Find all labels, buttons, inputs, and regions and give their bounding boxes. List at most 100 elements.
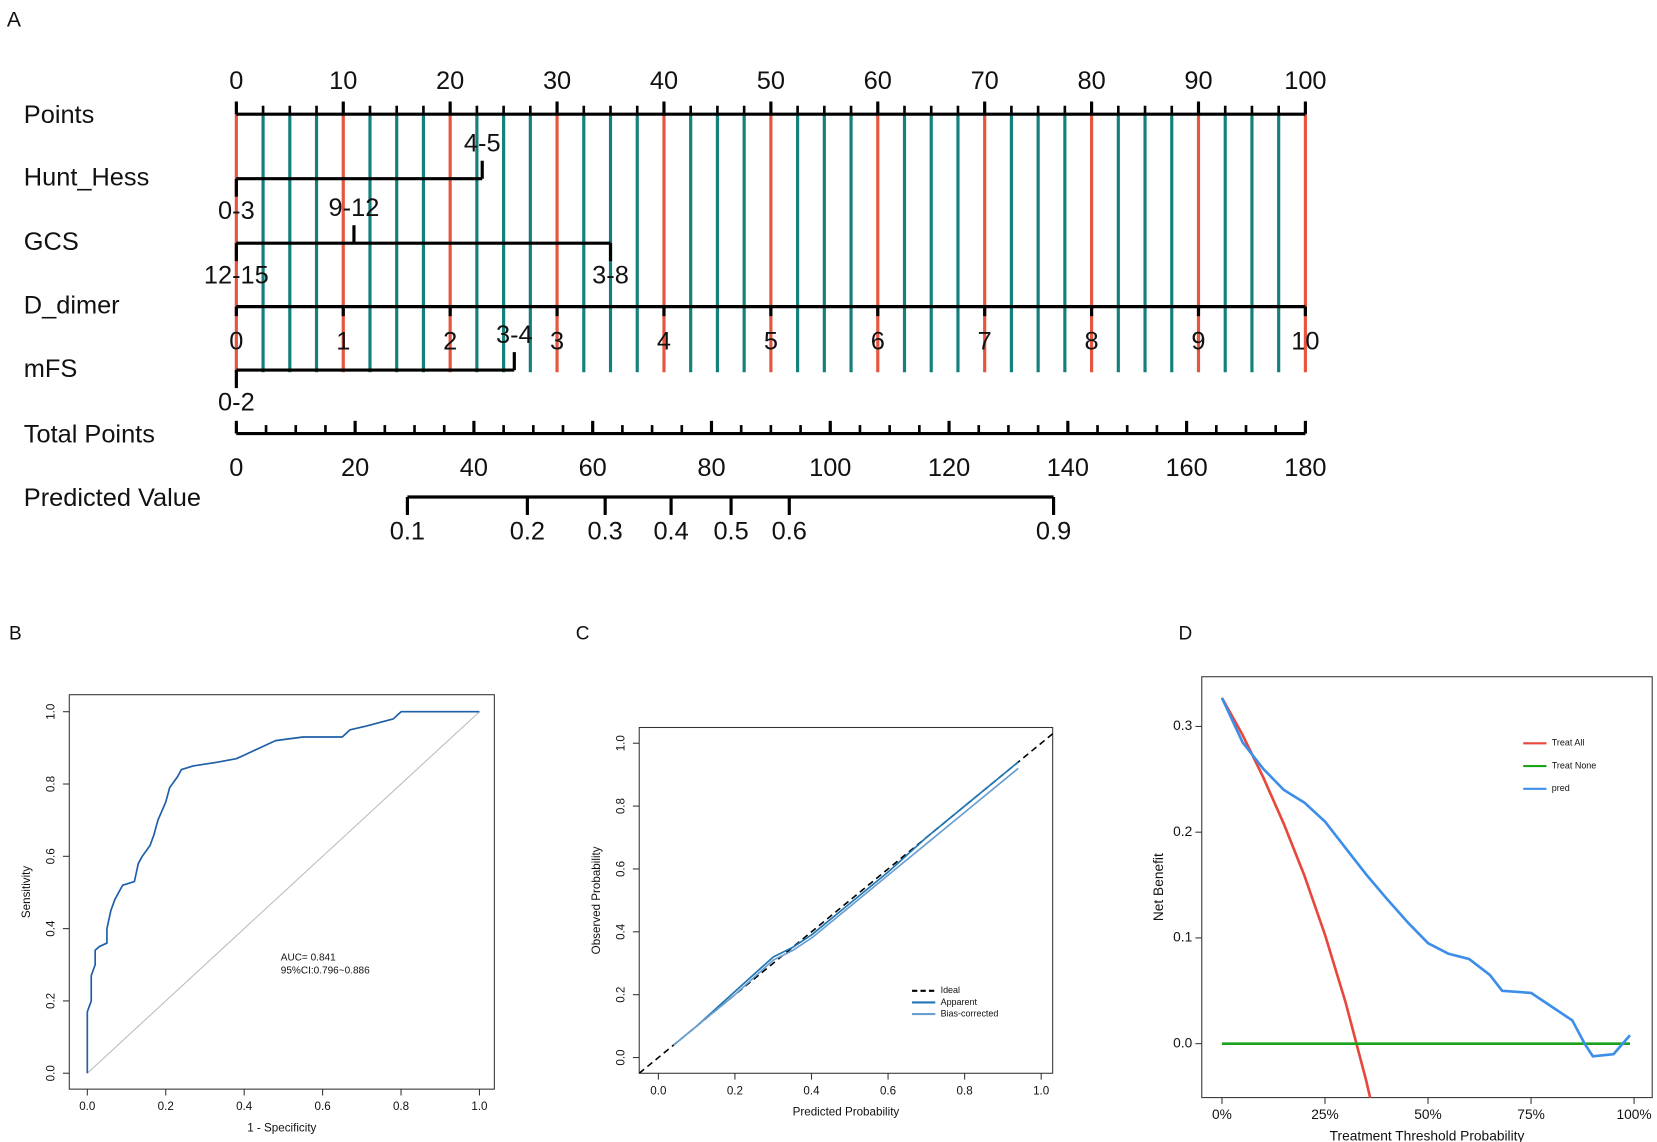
x-tick-label: 0.6 bbox=[880, 1084, 896, 1097]
row-label: mFS bbox=[24, 355, 78, 383]
tick-label: 30 bbox=[543, 67, 571, 95]
tick-label: 160 bbox=[1165, 454, 1207, 482]
y-tick-label: 0.2 bbox=[1173, 824, 1192, 839]
row-label: GCS bbox=[24, 228, 79, 256]
tick-label: 0.6 bbox=[772, 518, 807, 546]
plot-frame bbox=[68, 694, 495, 1090]
tick-label: 60 bbox=[579, 454, 607, 482]
tick-label: 0.1 bbox=[390, 518, 425, 546]
y-tick-label: 1.0 bbox=[614, 735, 627, 752]
row-label: D_dimer bbox=[24, 291, 120, 319]
panel-label: A bbox=[7, 9, 22, 32]
tick-label: 0.4 bbox=[653, 518, 688, 546]
y-tick-label: 0.1 bbox=[1173, 930, 1192, 945]
series-line bbox=[1220, 697, 1631, 1058]
level-label: 3-4 bbox=[496, 321, 533, 349]
x-tick-label: 0.0 bbox=[650, 1084, 667, 1097]
tick-label: 0 bbox=[229, 327, 243, 355]
y-tick-label: 0.4 bbox=[614, 923, 627, 940]
tick-label: 40 bbox=[650, 67, 678, 95]
level-label: 3-8 bbox=[592, 262, 629, 290]
tick-label: 1 bbox=[336, 327, 350, 355]
x-tick-label: 0% bbox=[1212, 1107, 1232, 1122]
tick-label: 7 bbox=[978, 327, 992, 355]
panel-label: D bbox=[1179, 623, 1193, 644]
tick-label: 3 bbox=[550, 327, 564, 355]
tick-label: 180 bbox=[1284, 454, 1326, 482]
y-axis-label: Sensitivity bbox=[20, 866, 33, 919]
y-tick-label: 0.8 bbox=[614, 798, 627, 814]
tick-label: 9 bbox=[1191, 327, 1205, 355]
y-tick-label: 0.0 bbox=[614, 1049, 627, 1066]
x-tick-label: 0.4 bbox=[803, 1084, 820, 1097]
tick-label: 10 bbox=[1291, 327, 1319, 355]
tick-label: 0.3 bbox=[588, 518, 623, 546]
x-tick-label: 0.8 bbox=[393, 1100, 409, 1113]
tick-label: 0.5 bbox=[713, 518, 748, 546]
tick-label: 20 bbox=[436, 67, 464, 95]
tick-label: 100 bbox=[1284, 67, 1326, 95]
x-tick-label: 100% bbox=[1617, 1107, 1652, 1122]
tick-label: 50 bbox=[757, 67, 785, 95]
x-tick-label: 0.8 bbox=[957, 1084, 973, 1097]
panel-label: C bbox=[576, 623, 590, 644]
level-label: 0-3 bbox=[218, 197, 255, 225]
tick-label: 80 bbox=[697, 454, 725, 482]
tick-label: 0 bbox=[229, 67, 243, 95]
tick-label: 0 bbox=[229, 454, 243, 482]
tick-label: 140 bbox=[1047, 454, 1089, 482]
legend-label: pred bbox=[1552, 783, 1570, 793]
tick-label: 6 bbox=[871, 327, 885, 355]
plot-area bbox=[1220, 697, 1631, 1098]
x-axis-label: 1 - Specificity bbox=[247, 1121, 316, 1134]
level-label: 4-5 bbox=[464, 130, 501, 158]
panel-label: B bbox=[9, 623, 22, 644]
tick-label: 4 bbox=[657, 327, 671, 355]
y-tick-label: 0.4 bbox=[44, 920, 57, 937]
series-line bbox=[1220, 697, 1372, 1098]
series-line bbox=[673, 761, 1019, 1046]
series-line bbox=[86, 710, 480, 1074]
tick-label: 10 bbox=[329, 67, 357, 95]
plot-frame bbox=[1201, 676, 1653, 1099]
annotation: 95%CI:0.796~0.886 bbox=[281, 965, 370, 976]
x-axis-label: Treatment Threshold Probability bbox=[1330, 1128, 1525, 1142]
tick-label: 60 bbox=[864, 67, 892, 95]
x-tick-label: 50% bbox=[1414, 1107, 1442, 1122]
y-tick-label: 0.3 bbox=[1173, 718, 1192, 733]
level-label: 9-12 bbox=[329, 194, 380, 222]
x-tick-label: 0.6 bbox=[315, 1100, 331, 1113]
x-tick-label: 0.2 bbox=[158, 1100, 174, 1113]
x-tick-label: 1.0 bbox=[471, 1100, 488, 1113]
x-axis-label: Predicted Probability bbox=[793, 1105, 900, 1118]
tick-label: 120 bbox=[928, 454, 970, 482]
tick-label: 0.9 bbox=[1036, 518, 1071, 546]
y-tick-label: 0.0 bbox=[1173, 1035, 1192, 1050]
tick-label: 20 bbox=[341, 454, 369, 482]
x-tick-label: 1.0 bbox=[1033, 1084, 1050, 1097]
reference-line bbox=[86, 711, 480, 1074]
level-label: 12-15 bbox=[204, 262, 269, 290]
y-tick-label: 1.0 bbox=[44, 703, 57, 720]
tick-label: 0.2 bbox=[510, 518, 545, 546]
tick-label: 8 bbox=[1085, 327, 1099, 355]
y-tick-label: 0.0 bbox=[44, 1065, 57, 1082]
legend-label: Ideal bbox=[941, 985, 960, 995]
x-tick-label: 25% bbox=[1311, 1107, 1338, 1122]
x-tick-label: 0.4 bbox=[236, 1100, 253, 1113]
tick-label: 70 bbox=[971, 67, 999, 95]
x-tick-label: 75% bbox=[1517, 1107, 1544, 1122]
tick-label: 5 bbox=[764, 327, 778, 355]
y-axis-label: Observed Probability bbox=[590, 846, 603, 954]
legend-label: Bias-corrected bbox=[941, 1008, 999, 1018]
y-tick-label: 0.6 bbox=[44, 848, 57, 864]
plot-frame bbox=[638, 726, 1054, 1074]
x-tick-label: 0.2 bbox=[727, 1084, 743, 1097]
legend-label: Treat All bbox=[1552, 738, 1585, 748]
y-tick-label: 0.8 bbox=[44, 776, 57, 792]
y-axis-label: Net Benefit bbox=[1151, 853, 1166, 921]
tick-label: 90 bbox=[1184, 67, 1212, 95]
tick-label: 40 bbox=[460, 454, 488, 482]
